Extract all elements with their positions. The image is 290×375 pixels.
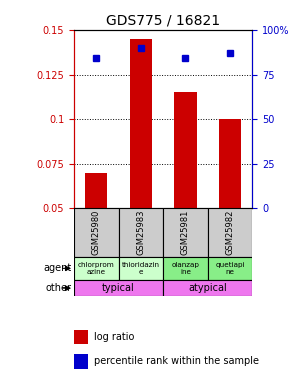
Bar <box>74 330 88 344</box>
Bar <box>163 280 252 296</box>
Bar <box>130 39 152 208</box>
Bar <box>163 208 208 256</box>
Bar <box>219 119 241 208</box>
Bar <box>85 172 107 208</box>
Text: chlorprom
azine: chlorprom azine <box>78 262 115 275</box>
Text: percentile rank within the sample: percentile rank within the sample <box>94 357 259 366</box>
Text: GSM25981: GSM25981 <box>181 210 190 255</box>
Bar <box>74 280 163 296</box>
Bar <box>74 208 119 256</box>
Bar <box>74 256 119 280</box>
Title: GDS775 / 16821: GDS775 / 16821 <box>106 13 220 27</box>
Text: other: other <box>46 283 72 293</box>
Text: agent: agent <box>44 263 72 273</box>
Bar <box>119 256 163 280</box>
Text: thioridazin
e: thioridazin e <box>122 262 160 275</box>
Bar <box>208 256 252 280</box>
Text: quetiapi
ne: quetiapi ne <box>215 262 245 275</box>
Bar <box>174 92 197 208</box>
Bar <box>119 208 163 256</box>
Text: olanzap
ine: olanzap ine <box>171 262 200 275</box>
Text: GSM25980: GSM25980 <box>92 210 101 255</box>
Text: GSM25982: GSM25982 <box>226 210 235 255</box>
Text: atypical: atypical <box>188 283 227 293</box>
Bar <box>208 208 252 256</box>
Text: log ratio: log ratio <box>94 332 135 342</box>
Bar <box>163 256 208 280</box>
Text: typical: typical <box>102 283 135 293</box>
Text: GSM25983: GSM25983 <box>136 210 145 255</box>
Bar <box>74 354 88 369</box>
